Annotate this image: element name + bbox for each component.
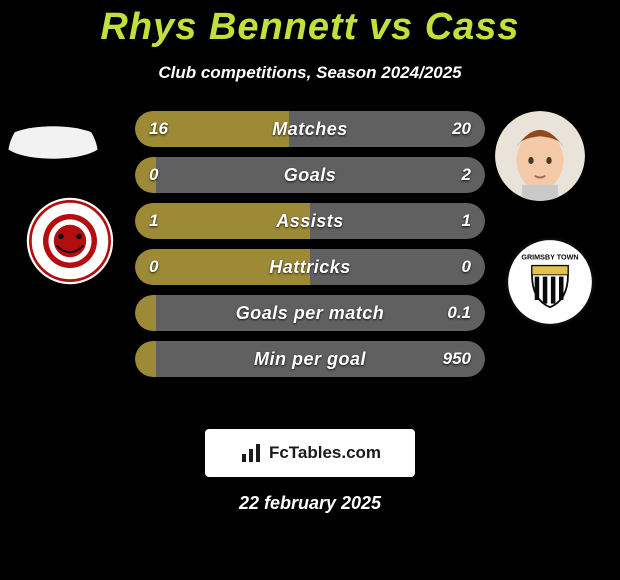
footer-brand-tag: FcTables.com [205, 429, 415, 477]
stat-row: Min per goal950 [135, 341, 485, 377]
date-line: 22 february 2025 [0, 493, 620, 514]
bar-value-right: 950 [443, 341, 471, 377]
bar-value-left: 0 [149, 157, 158, 193]
right-club-badge: GRIMSBY TOWN [505, 237, 595, 327]
stat-row: Goals0 2 [135, 157, 485, 193]
bar-label: Hattricks [135, 249, 485, 285]
bar-value-right: 0 [462, 249, 471, 285]
bar-value-left: 0 [149, 249, 158, 285]
bar-label: Min per goal [135, 341, 485, 377]
bar-value-left: 16 [149, 111, 168, 147]
comparison-stage: GRIMSBY TOWN Matches1620Goals02Assists11… [0, 111, 620, 411]
bar-value-right: 2 [462, 157, 471, 193]
svg-text:GRIMSBY TOWN: GRIMSBY TOWN [521, 253, 578, 262]
bar-value-left: 1 [149, 203, 158, 239]
left-player-photo [8, 111, 98, 201]
bar-label: Assists [135, 203, 485, 239]
stat-bars: Matches1620Goals02Assists11Hattricks00Go… [135, 111, 485, 387]
bar-value-right: 1 [462, 203, 471, 239]
stat-row: Assists1 1 [135, 203, 485, 239]
subtitle: Club competitions, Season 2024/2025 [0, 63, 620, 83]
bar-label: Goals per match [135, 295, 485, 331]
bar-value-right: 0.1 [447, 295, 471, 331]
footer-brand-text: FcTables.com [269, 443, 381, 463]
right-player-photo [495, 111, 585, 201]
left-club-badge [25, 196, 115, 286]
stat-row: Hattricks0 0 [135, 249, 485, 285]
chart-icon [239, 441, 263, 465]
bar-label: Goals [135, 157, 485, 193]
page-title: Rhys Bennett vs Cass [0, 0, 620, 49]
bar-value-right: 20 [452, 111, 471, 147]
stat-row: Goals per match0.1 [135, 295, 485, 331]
bar-label: Matches [135, 111, 485, 147]
stat-row: Matches16 20 [135, 111, 485, 147]
